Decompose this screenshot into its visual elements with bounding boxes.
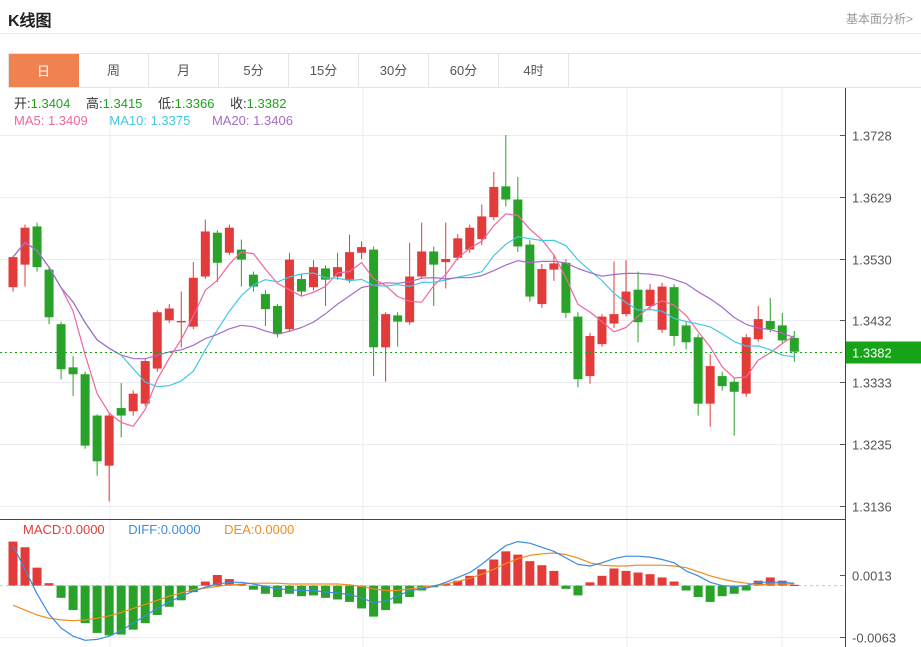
interval-tabbar: 日周月 5分 15分 30分 60分 4时: [8, 53, 921, 88]
ma-info-row: MA5: 1.3409 MA10: 1.3375 MA20: 1.3406: [14, 113, 293, 129]
diff-label: DIFF:: [128, 522, 161, 537]
svg-text:1.3629: 1.3629: [852, 191, 892, 206]
page-title: K线图: [8, 13, 52, 30]
low-label: 低:: [158, 96, 175, 111]
low-value: 1.3366: [174, 96, 215, 111]
macd-pane: [0, 541, 845, 641]
diff-value: 0.0000: [160, 522, 201, 537]
tabbar-filler: [569, 54, 921, 87]
svg-text:1.3235: 1.3235: [852, 438, 892, 453]
kline-chart[interactable]: 1.3728 1.3629 1.3530 1.3432 1.3333 1.3235 1.31…: [0, 88, 921, 647]
open-value: 1.3404: [30, 96, 71, 111]
module-header: K线图 基本面分析>: [0, 0, 921, 34]
macd-label: MACD:: [23, 522, 65, 537]
ma5-value: 1.3409: [47, 113, 88, 128]
tab-30min[interactable]: 30分: [359, 54, 429, 87]
price-axis: 1.3728 1.3629 1.3530 1.3432 1.3333 1.3235 1.31…: [0, 88, 896, 647]
tab-5min[interactable]: 5分: [219, 54, 289, 87]
ma20-value: 1.3406: [253, 113, 293, 128]
tab-60min[interactable]: 60分: [429, 54, 499, 87]
dea-label: DEA:: [224, 522, 255, 537]
grid: [0, 88, 845, 647]
close-label: 收:: [230, 96, 247, 111]
ma-lines: [12, 213, 795, 427]
ma10-label: MA10:: [109, 113, 147, 128]
current-price-badge: 1.3382: [846, 341, 921, 364]
svg-text:1.3333: 1.3333: [852, 376, 892, 391]
macd-info-row: MACD:0.0000 DIFF:0.0000 DEA:0.0000: [23, 522, 294, 538]
chart-canvas: 1.3728 1.3629 1.3530 1.3432 1.3333 1.3235 1.31…: [0, 88, 921, 647]
tab-month[interactable]: 月: [149, 54, 219, 87]
svg-text:1.3432: 1.3432: [852, 314, 892, 329]
candles: [8, 135, 799, 502]
tab-4h[interactable]: 4时: [499, 54, 569, 87]
high-label: 高:: [86, 96, 103, 111]
ma20-label: MA20:: [211, 113, 250, 128]
svg-text:0.0013: 0.0013: [852, 569, 892, 584]
tab-week[interactable]: 周: [79, 54, 149, 87]
svg-text:1.3136: 1.3136: [852, 500, 892, 515]
svg-text:-0.0063: -0.0063: [852, 631, 896, 646]
ma5-label: MA5:: [14, 113, 45, 128]
ma10-value: 1.3375: [150, 113, 191, 128]
dea-value: 0.0000: [254, 522, 295, 537]
macd-value: 0.0000: [64, 522, 105, 537]
svg-text:1.3530: 1.3530: [852, 253, 892, 268]
open-label: 开:: [14, 96, 31, 111]
tab-day[interactable]: 日: [9, 54, 79, 87]
high-value: 1.3415: [102, 96, 143, 111]
tab-15min[interactable]: 15分: [289, 54, 359, 87]
fundamental-analysis-link[interactable]: 基本面分析>: [845, 12, 913, 26]
svg-text:1.3728: 1.3728: [852, 129, 892, 144]
svg-text:1.3382: 1.3382: [852, 346, 892, 361]
close-value: 1.3382: [246, 96, 287, 111]
ohlc-info-row: 开:1.3404 高:1.3415 低:1.3366 收:1.3382: [14, 96, 298, 112]
